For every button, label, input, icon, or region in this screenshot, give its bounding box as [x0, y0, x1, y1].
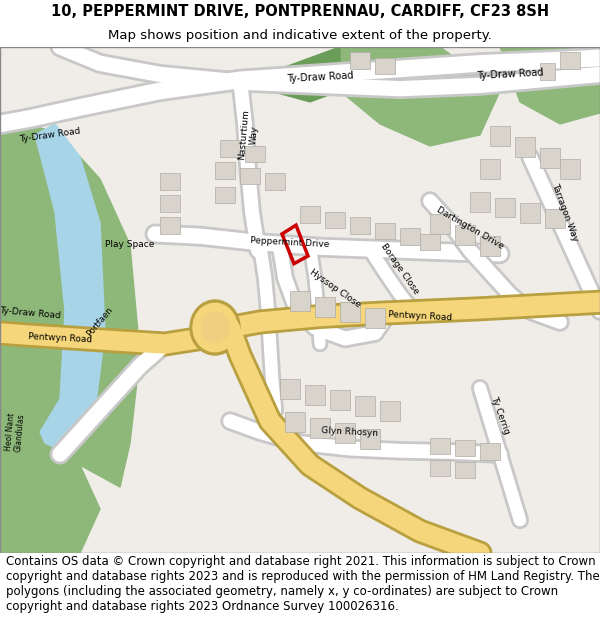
- Polygon shape: [330, 390, 350, 410]
- Text: Dartington Drive: Dartington Drive: [435, 206, 505, 251]
- Polygon shape: [560, 159, 580, 179]
- Polygon shape: [430, 214, 450, 234]
- Text: Ty Cerrig: Ty Cerrig: [489, 395, 511, 436]
- Text: Contains OS data © Crown copyright and database right 2021. This information is : Contains OS data © Crown copyright and d…: [6, 555, 600, 613]
- Polygon shape: [305, 385, 325, 404]
- Text: Heol Nant
Glandulas: Heol Nant Glandulas: [4, 412, 26, 452]
- Polygon shape: [455, 462, 475, 478]
- Polygon shape: [350, 217, 370, 234]
- Polygon shape: [350, 52, 370, 69]
- Polygon shape: [495, 198, 515, 217]
- Polygon shape: [315, 297, 335, 316]
- Polygon shape: [340, 47, 500, 146]
- Polygon shape: [160, 217, 180, 234]
- Polygon shape: [290, 291, 310, 311]
- Polygon shape: [420, 234, 440, 251]
- Text: Pentwyn Road: Pentwyn Road: [388, 311, 452, 322]
- Polygon shape: [215, 187, 235, 203]
- Polygon shape: [560, 52, 580, 69]
- Polygon shape: [400, 229, 420, 245]
- Polygon shape: [520, 203, 540, 223]
- Circle shape: [201, 312, 229, 343]
- Polygon shape: [220, 141, 240, 157]
- Polygon shape: [360, 429, 380, 449]
- Text: Hyssop Close: Hyssop Close: [308, 268, 362, 310]
- Polygon shape: [270, 47, 340, 102]
- Polygon shape: [0, 421, 100, 553]
- Text: Tarragon Way: Tarragon Way: [550, 182, 580, 243]
- Polygon shape: [285, 412, 305, 432]
- Polygon shape: [160, 173, 180, 190]
- Polygon shape: [455, 440, 475, 456]
- Circle shape: [193, 303, 237, 352]
- Polygon shape: [540, 63, 555, 80]
- Polygon shape: [355, 396, 375, 416]
- Polygon shape: [265, 173, 285, 190]
- Polygon shape: [0, 113, 140, 487]
- Circle shape: [190, 300, 240, 355]
- Text: Play Space: Play Space: [106, 241, 155, 249]
- Polygon shape: [245, 146, 265, 162]
- Polygon shape: [160, 196, 180, 212]
- Polygon shape: [375, 58, 395, 74]
- Polygon shape: [380, 401, 400, 421]
- Polygon shape: [310, 418, 330, 437]
- Polygon shape: [375, 223, 395, 239]
- Polygon shape: [240, 168, 260, 184]
- Polygon shape: [480, 443, 500, 459]
- Polygon shape: [545, 209, 565, 229]
- Text: Borage Close: Borage Close: [379, 242, 421, 296]
- Polygon shape: [430, 459, 450, 476]
- Text: Ty-Draw Road: Ty-Draw Road: [286, 71, 353, 84]
- Text: Glyn Rhosyn: Glyn Rhosyn: [322, 426, 379, 438]
- Polygon shape: [35, 124, 105, 454]
- Polygon shape: [540, 148, 560, 168]
- Text: 10, PEPPERMINT DRIVE, PONTPRENNAU, CARDIFF, CF23 8SH: 10, PEPPERMINT DRIVE, PONTPRENNAU, CARDI…: [51, 4, 549, 19]
- Polygon shape: [490, 126, 510, 146]
- Text: Peppermint Drive: Peppermint Drive: [250, 236, 330, 249]
- Text: Ty-Draw Road: Ty-Draw Road: [476, 68, 544, 81]
- Polygon shape: [515, 137, 535, 157]
- Polygon shape: [480, 236, 500, 256]
- Polygon shape: [365, 308, 385, 328]
- Text: Pentwyn Road: Pentwyn Road: [28, 332, 92, 345]
- Polygon shape: [455, 225, 475, 245]
- Polygon shape: [215, 162, 235, 179]
- Text: Ty-Draw Road: Ty-Draw Road: [0, 306, 61, 321]
- Polygon shape: [335, 423, 355, 443]
- Text: Nasturtium
Way: Nasturtium Way: [237, 109, 261, 161]
- Polygon shape: [280, 379, 300, 399]
- Text: Portfaen: Portfaen: [85, 306, 115, 339]
- Polygon shape: [325, 212, 345, 229]
- Polygon shape: [430, 438, 450, 454]
- Polygon shape: [500, 47, 600, 124]
- Text: Ty-Draw Road: Ty-Draw Road: [19, 126, 81, 144]
- Polygon shape: [340, 302, 360, 322]
- Text: Map shows position and indicative extent of the property.: Map shows position and indicative extent…: [108, 29, 492, 42]
- Polygon shape: [300, 206, 320, 223]
- Polygon shape: [480, 159, 500, 179]
- Polygon shape: [470, 192, 490, 212]
